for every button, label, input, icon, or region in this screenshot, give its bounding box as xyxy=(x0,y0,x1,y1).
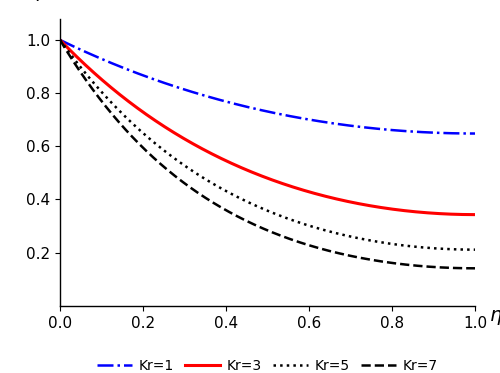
Kr=5 xyxy=(342,233,348,238)
Kr=5 xyxy=(388,242,394,246)
Kr=7 xyxy=(100,100,105,104)
Kr=7 xyxy=(380,260,386,264)
Kr=3 xyxy=(380,206,386,210)
Kr=1 xyxy=(100,57,105,62)
Kr=5 xyxy=(100,91,105,95)
Kr=3 xyxy=(100,78,105,82)
Kr=5 xyxy=(225,190,231,194)
Kr=3 xyxy=(225,159,231,164)
Line: Kr=1: Kr=1 xyxy=(60,40,475,134)
Kr=1 xyxy=(225,100,231,104)
Kr=3 xyxy=(240,166,246,170)
Kr=5 xyxy=(472,247,478,252)
Kr=3 xyxy=(388,207,394,211)
Line: Kr=5: Kr=5 xyxy=(60,40,475,250)
Kr=5 xyxy=(57,38,63,42)
Kr=1 xyxy=(342,123,348,127)
Kr=7 xyxy=(240,217,246,221)
Kr=1 xyxy=(388,128,394,132)
Kr=1 xyxy=(472,131,478,136)
Legend: Kr=1, Kr=3, Kr=5, Kr=7: Kr=1, Kr=3, Kr=5, Kr=7 xyxy=(92,353,444,373)
Kr=7 xyxy=(472,266,478,270)
Kr=7 xyxy=(57,38,63,42)
Kr=5 xyxy=(380,241,386,245)
Y-axis label: ϕ: ϕ xyxy=(33,0,46,1)
Line: Kr=7: Kr=7 xyxy=(60,40,475,268)
Kr=5 xyxy=(240,197,246,202)
Kr=1 xyxy=(240,104,246,108)
Kr=7 xyxy=(342,253,348,257)
Kr=7 xyxy=(225,209,231,213)
Kr=1 xyxy=(380,127,386,132)
Kr=3 xyxy=(57,38,63,42)
Kr=3 xyxy=(342,198,348,203)
Kr=3 xyxy=(472,212,478,217)
X-axis label: η: η xyxy=(490,306,500,325)
Kr=7 xyxy=(388,261,394,265)
Kr=1 xyxy=(57,38,63,42)
Line: Kr=3: Kr=3 xyxy=(60,40,475,214)
